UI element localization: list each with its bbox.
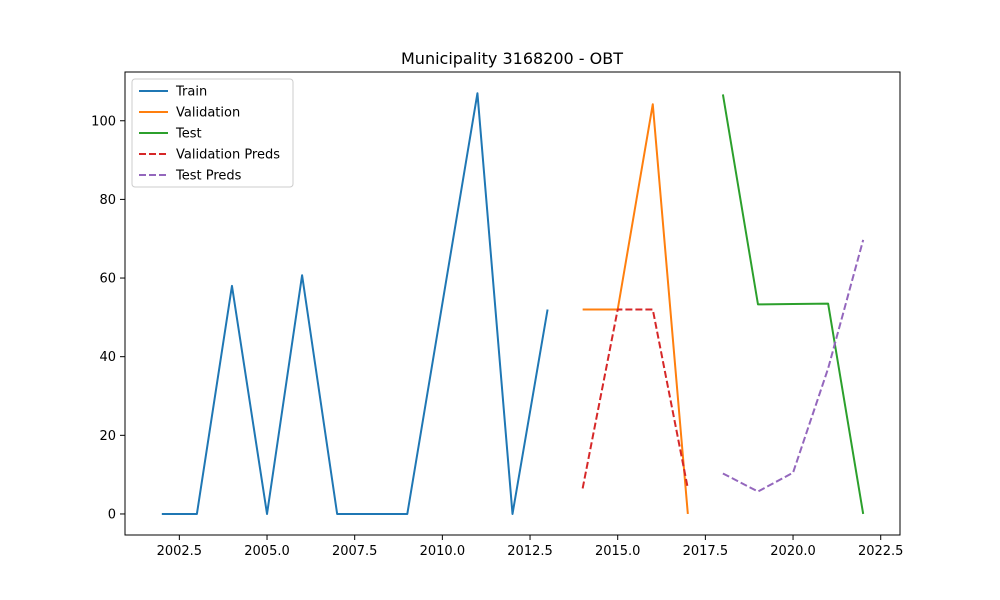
plot-frame: [124, 71, 901, 536]
x-tick-label: 2007.5: [332, 544, 378, 559]
x-tick-label: 2012.5: [507, 544, 553, 559]
x-tick-label: 2005.0: [244, 544, 290, 559]
chart-title: Municipality 3168200 - OBT: [401, 49, 623, 68]
y-tick-label: 20: [99, 429, 116, 444]
legend-label: Validation Preds: [176, 148, 280, 163]
legend-label: Test: [175, 127, 202, 142]
series-line-train: [161, 92, 549, 515]
series-line-validation: [582, 103, 689, 515]
y-tick-label: 0: [108, 507, 116, 522]
y-tick-label: 100: [91, 114, 116, 129]
legend-label: Validation: [176, 106, 240, 121]
x-tick-label: 2010.0: [420, 544, 466, 559]
x-tick-label: 2022.5: [858, 544, 904, 559]
legend-label: Test Preds: [175, 169, 242, 184]
x-tick-label: 2002.5: [157, 544, 203, 559]
x-axis: 2002.5 2005.0 2007.5 2010.0 2012.5 2015.0 2017…: [157, 535, 904, 559]
y-tick-label: 80: [99, 193, 116, 208]
x-tick-label: 2015.0: [595, 544, 641, 559]
x-tick-label: 2017.5: [683, 544, 729, 559]
y-axis: 0 20 40 60 80 100: [91, 114, 125, 522]
legend-box: [131, 78, 294, 188]
x-tick-label: 2020.0: [770, 544, 816, 559]
legend-label: Train: [175, 85, 207, 100]
series-line-test-preds: [722, 239, 865, 493]
y-tick-label: 40: [99, 350, 116, 365]
legend: Train Validation Test Validation Preds Test …: [131, 78, 294, 188]
y-tick-label: 60: [99, 272, 116, 287]
series-line-test: [721, 94, 865, 515]
plot-area: [161, 92, 865, 515]
series-line-validation-preds: [581, 308, 689, 489]
